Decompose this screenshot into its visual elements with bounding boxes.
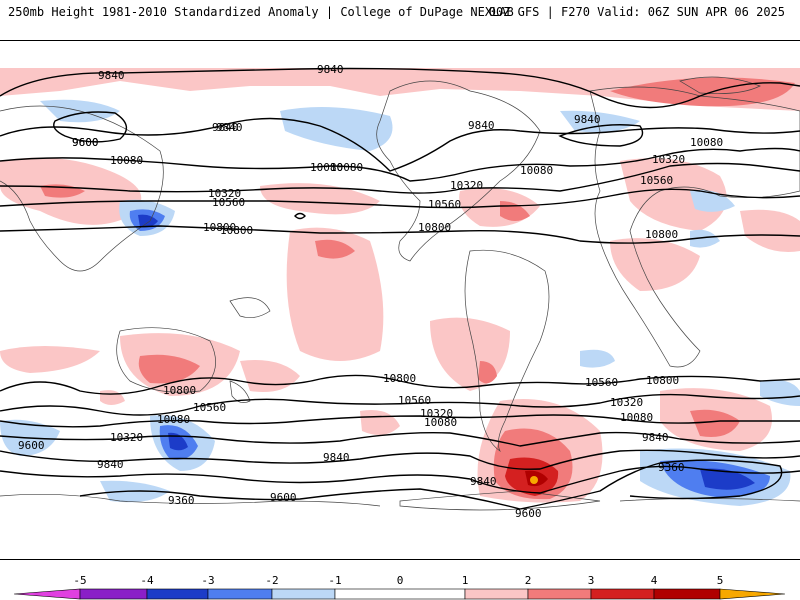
contour-label: 10320 — [420, 407, 453, 420]
contour-label: 9840 — [642, 431, 669, 444]
positive-anomaly-fill — [0, 68, 800, 503]
contour-label: 10560 — [640, 174, 673, 187]
contour-label: 9600 — [72, 136, 99, 149]
contour-label: 9360 — [658, 461, 685, 474]
colorbar-tick-label: -3 — [201, 574, 214, 587]
anomaly-map: 9840 9840 9600 9840 10080 10320 10560 10… — [0, 40, 800, 560]
colorbar: -5 -4 -3 -2 -1 0 1 2 3 4 5 — [0, 572, 800, 600]
contour-label: 9840 — [98, 69, 125, 82]
contour-label: 9840 — [574, 113, 601, 126]
contour-label: 10320 — [610, 396, 643, 409]
map-canvas: 9840 9840 9600 9840 10080 10320 10560 10… — [0, 63, 800, 520]
contour-label: 9840 — [470, 475, 497, 488]
contour-label: 10320 — [208, 187, 241, 200]
contour-label: 9840 — [216, 121, 243, 134]
contour-label: 10320 — [110, 431, 143, 444]
contour-label: 10320 — [652, 153, 685, 166]
colorbar-tick-label: -4 — [140, 574, 154, 587]
contour-label: 10800 — [646, 374, 679, 387]
contour-label: 10800 — [203, 221, 236, 234]
contour-label: 10800 — [645, 228, 678, 241]
contour-label: 9840 — [317, 63, 344, 76]
contour-label: 10080 — [424, 416, 457, 429]
contour-label: 9600 — [515, 507, 542, 520]
contour-label: 10800 — [220, 224, 253, 237]
colorbar-tick-label: 2 — [525, 574, 532, 587]
contour-label: 9600 — [18, 439, 45, 452]
contour-label: 9840 — [323, 451, 350, 464]
colorbar-tick-label: -1 — [328, 574, 341, 587]
colorbar-tick-label: -2 — [265, 574, 278, 587]
contour-label: 10560 — [398, 394, 431, 407]
contour-label: 10800 — [383, 372, 416, 385]
contour-label: 9360 — [168, 494, 195, 507]
contour-label: 10560 — [585, 376, 618, 389]
colorbar-tick-label: 5 — [717, 574, 724, 587]
colorbar-tick-label: 4 — [651, 574, 658, 587]
contour-label: 9600 — [72, 136, 99, 149]
contour-label: 10080 — [520, 164, 553, 177]
contour-label: 10800 — [418, 221, 451, 234]
contour-label: 10800 — [163, 384, 196, 397]
model-run-label: 00Z GFS | F270 Valid: 06Z SUN APR 06 202… — [488, 5, 785, 19]
colorbar-tick-label: 3 — [588, 574, 595, 587]
contour-label: 10080 — [330, 161, 363, 174]
contour-label: 10080 — [690, 136, 723, 149]
contour-label: 10080 — [310, 161, 343, 174]
contour-label: 10080 — [157, 413, 190, 426]
contour-label: 9600 — [270, 491, 297, 504]
colorbar-tick-label: 0 — [397, 574, 404, 587]
colorbar-ticks: -5 -4 -3 -2 -1 0 1 2 3 4 5 — [73, 574, 723, 587]
contour-label: 10560 — [212, 196, 245, 209]
contour-label: 10320 — [450, 179, 483, 192]
contour-label: 10560 — [193, 401, 226, 414]
colorbar-tick-label: -5 — [73, 574, 86, 587]
colorbar-segments — [13, 588, 786, 600]
contour-labels: 9840 9840 9600 9840 10080 10320 10560 10… — [18, 63, 723, 520]
coastlines — [0, 76, 800, 511]
height-contours — [0, 67, 800, 510]
map-title: 250mb Height 1981-2010 Standardized Anom… — [8, 5, 514, 19]
contour-label: 10080 — [620, 411, 653, 424]
colorbar-graphic: -5 -4 -3 -2 -1 0 1 2 3 4 5 — [13, 574, 786, 600]
contour-label: 9840 — [468, 119, 495, 132]
colorbar-tick-label: 1 — [462, 574, 469, 587]
contour-label: 10080 — [110, 154, 143, 167]
contour-label: 10560 — [428, 198, 461, 211]
contour-label: 9840 — [97, 458, 124, 471]
contour-label: 9840 — [212, 121, 239, 134]
